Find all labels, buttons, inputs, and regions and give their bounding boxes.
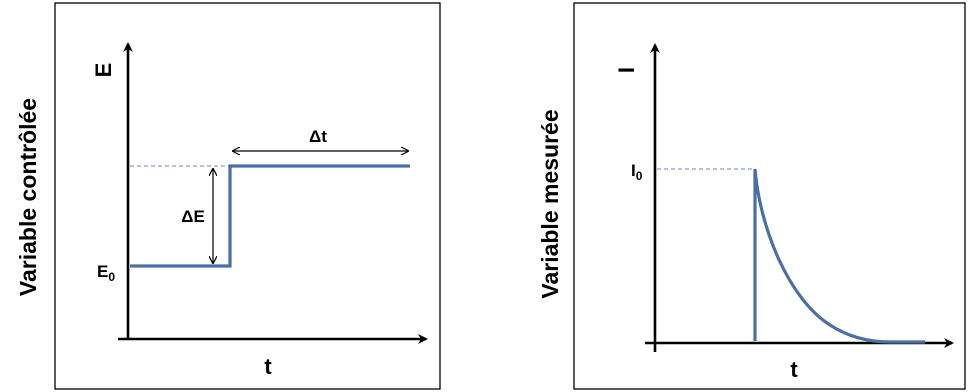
left-y-axis-label: E [91,63,116,78]
right-x-axis-label: t [790,357,798,382]
e0-subscript: 0 [108,270,115,284]
right-y-axis-label: I [614,67,639,73]
i0-subscript: 0 [636,169,643,183]
left-x-axis-label: t [264,354,272,379]
left-panel-frame [54,2,441,390]
left-panel: Variable contrôlée E t ΔE Δt E0 [15,2,441,390]
potential-step-curve [130,164,410,268]
i0-label: I0 [631,161,643,183]
delta-t-label: Δt [309,127,327,146]
e0-letter: E [97,262,108,281]
right-side-label: Variable mesurée [537,109,563,298]
current-decay-curve [753,168,925,344]
right-panel-frame [573,2,966,390]
e0-label: E0 [97,262,115,284]
i0-letter: I [631,161,636,180]
delta-e-label: ΔE [181,207,205,226]
right-panel: Variable mesurée I t I0 [537,2,966,390]
left-side-label: Variable contrôlée [15,98,41,296]
